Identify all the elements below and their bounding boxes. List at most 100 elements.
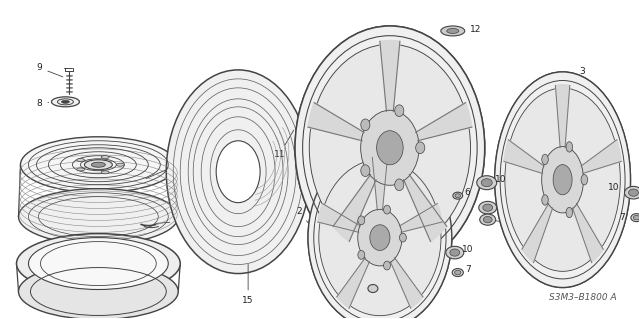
Ellipse shape	[395, 179, 404, 191]
Ellipse shape	[455, 194, 461, 198]
Ellipse shape	[399, 233, 406, 242]
Ellipse shape	[308, 146, 452, 319]
Ellipse shape	[116, 163, 124, 166]
Text: 10: 10	[495, 175, 506, 184]
Ellipse shape	[631, 214, 640, 222]
Ellipse shape	[361, 119, 370, 131]
Polygon shape	[416, 103, 472, 141]
Ellipse shape	[58, 99, 74, 105]
Ellipse shape	[295, 26, 484, 270]
Ellipse shape	[361, 110, 419, 185]
Ellipse shape	[370, 225, 390, 250]
Ellipse shape	[483, 204, 493, 211]
Ellipse shape	[505, 88, 620, 271]
Ellipse shape	[361, 165, 370, 176]
Ellipse shape	[542, 154, 548, 165]
Polygon shape	[318, 204, 360, 232]
Text: 2: 2	[296, 207, 308, 223]
Text: 7: 7	[465, 265, 470, 274]
Ellipse shape	[319, 160, 441, 316]
Polygon shape	[337, 258, 369, 308]
Text: 9: 9	[36, 63, 63, 77]
Ellipse shape	[383, 205, 390, 214]
Polygon shape	[337, 258, 369, 308]
Polygon shape	[333, 174, 376, 241]
Text: 11: 11	[273, 130, 294, 159]
Polygon shape	[504, 140, 544, 174]
Text: S3M3–B1800 A: S3M3–B1800 A	[549, 293, 616, 302]
Ellipse shape	[19, 189, 178, 245]
Ellipse shape	[17, 234, 180, 293]
Ellipse shape	[19, 263, 178, 319]
Polygon shape	[573, 204, 604, 263]
Text: 8: 8	[36, 99, 49, 108]
Text: 6: 6	[465, 188, 470, 197]
Ellipse shape	[483, 216, 492, 223]
Polygon shape	[556, 85, 570, 148]
Ellipse shape	[376, 131, 403, 165]
Polygon shape	[404, 174, 447, 241]
Polygon shape	[390, 258, 423, 308]
Ellipse shape	[553, 165, 572, 195]
Ellipse shape	[368, 285, 378, 293]
Polygon shape	[556, 85, 570, 148]
Polygon shape	[404, 174, 447, 241]
Text: 10: 10	[608, 183, 620, 192]
Ellipse shape	[581, 174, 588, 185]
Polygon shape	[372, 157, 387, 210]
Ellipse shape	[447, 28, 459, 33]
Ellipse shape	[479, 201, 497, 214]
Polygon shape	[380, 41, 400, 111]
Ellipse shape	[480, 214, 496, 225]
Text: 13: 13	[490, 219, 521, 228]
Ellipse shape	[453, 192, 463, 199]
Polygon shape	[573, 204, 604, 263]
Ellipse shape	[566, 142, 573, 152]
Ellipse shape	[166, 70, 310, 274]
Ellipse shape	[216, 141, 260, 203]
Ellipse shape	[77, 159, 84, 161]
Ellipse shape	[541, 146, 584, 213]
Polygon shape	[399, 204, 442, 232]
Polygon shape	[522, 204, 553, 263]
Polygon shape	[308, 103, 364, 141]
Ellipse shape	[625, 186, 640, 199]
Ellipse shape	[383, 261, 390, 270]
Ellipse shape	[446, 246, 464, 259]
Ellipse shape	[542, 195, 548, 205]
Text: 4: 4	[360, 293, 365, 316]
Ellipse shape	[61, 100, 69, 103]
Ellipse shape	[309, 44, 470, 251]
Polygon shape	[380, 41, 400, 111]
Polygon shape	[372, 157, 387, 210]
Text: 5: 5	[156, 217, 181, 226]
Ellipse shape	[441, 26, 465, 36]
Polygon shape	[504, 140, 544, 174]
Ellipse shape	[416, 142, 425, 154]
Text: 10: 10	[462, 245, 473, 254]
Polygon shape	[581, 140, 621, 174]
Ellipse shape	[20, 137, 176, 193]
Ellipse shape	[29, 238, 168, 290]
Ellipse shape	[51, 97, 79, 107]
Ellipse shape	[450, 249, 460, 256]
Polygon shape	[399, 204, 442, 232]
Polygon shape	[390, 258, 423, 308]
Ellipse shape	[358, 209, 402, 266]
Ellipse shape	[495, 72, 630, 287]
Ellipse shape	[477, 176, 497, 190]
Polygon shape	[318, 204, 360, 232]
Text: 3: 3	[580, 67, 586, 76]
Polygon shape	[333, 174, 376, 241]
Polygon shape	[308, 103, 364, 141]
Ellipse shape	[358, 216, 365, 225]
Polygon shape	[522, 204, 553, 263]
Ellipse shape	[358, 250, 365, 259]
Text: 7: 7	[619, 213, 625, 222]
Ellipse shape	[566, 207, 573, 218]
Text: 12: 12	[470, 26, 481, 34]
Ellipse shape	[84, 160, 113, 170]
Ellipse shape	[77, 168, 84, 171]
Ellipse shape	[101, 171, 109, 174]
Text: 15: 15	[243, 264, 254, 305]
